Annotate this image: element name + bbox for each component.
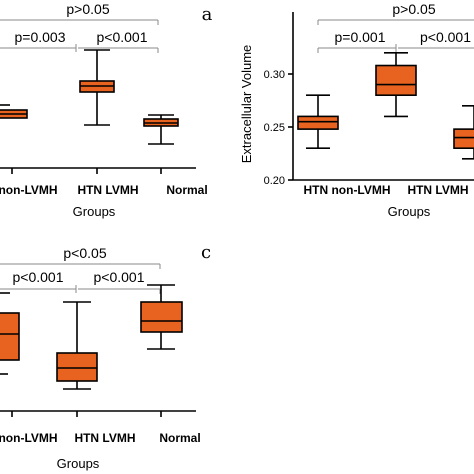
x-axis-title: Groups — [73, 204, 116, 219]
x-tick-label: HTN LVMH — [77, 183, 138, 197]
box-htn-non-lvmh — [297, 115, 339, 130]
x-tick-label: non-LVMH — [0, 183, 58, 197]
panel-top-left: p>0.05 p=0.003 p<0.001 non-LVMH HTN LVMH — [0, 1, 208, 219]
y-tick-label: 0.20 — [264, 175, 285, 187]
x-tick-label: HTN LVMH — [407, 183, 468, 197]
box-normal — [140, 301, 183, 333]
y-axis-title: Extracellular Volume — [239, 45, 254, 164]
p-value-label: p<0.05 — [63, 245, 106, 261]
p-value-label: p>0.05 — [392, 1, 435, 17]
p-value-label: p<0.001 — [94, 269, 145, 285]
x-tick-label: non-LVMH — [0, 431, 58, 445]
y-tick-label: 0.25 — [264, 122, 285, 134]
y-ticks: 0.20 0.25 0.30 — [264, 69, 293, 187]
box-htn-lvmh — [375, 64, 417, 96]
p-value-label: p<0.001 — [97, 29, 148, 45]
y-tick-label: 0.30 — [264, 69, 285, 81]
x-axis-title: Groups — [57, 456, 100, 471]
x-tick-label: Normal — [159, 431, 200, 445]
box-htn-lvmh — [56, 352, 98, 382]
box-htn-non-lvmh — [0, 312, 20, 361]
panel-label: c — [201, 242, 211, 263]
panel-a: a Extracellular Volume 0.20 0.25 0.30 p>0.… — [202, 1, 474, 219]
box-normal — [453, 128, 474, 149]
p-value-label: p<0.001 — [420, 29, 471, 45]
panel-c: c p<0.05 p<0.001 p<0.001 non-LVMH — [0, 242, 211, 471]
box-series — [297, 51, 474, 160]
p-value-label: p=0.003 — [15, 29, 66, 45]
p-value-label: p<0.001 — [13, 269, 64, 285]
x-tick-label: HTN LVMH — [74, 431, 135, 445]
p-value-label: p>0.05 — [66, 1, 109, 17]
x-tick-label: HTN non-LVMH — [303, 183, 390, 197]
x-tick-label: Normal — [166, 183, 207, 197]
p-value-label: p=0.001 — [335, 29, 386, 45]
panel-label: a — [202, 4, 213, 25]
x-axis-title: Groups — [388, 204, 431, 219]
